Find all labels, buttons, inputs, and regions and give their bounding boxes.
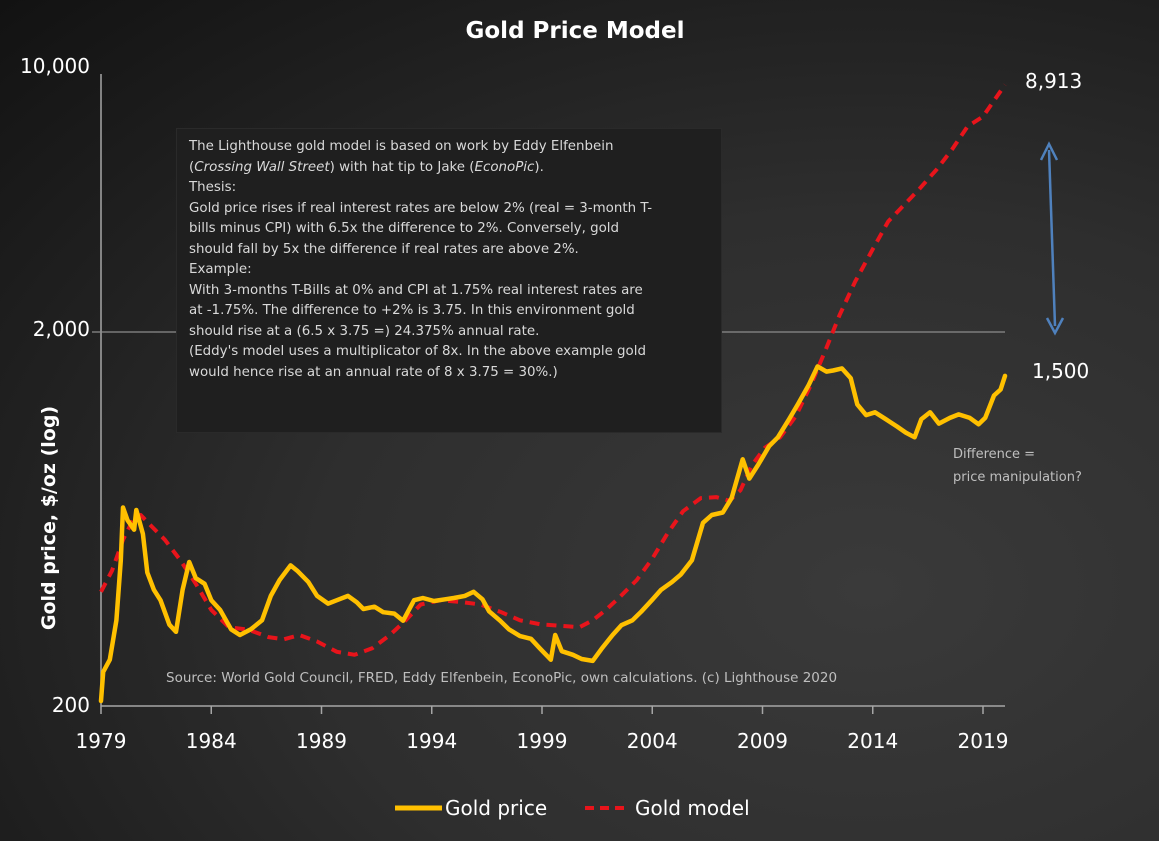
legend-label-gold-model: Gold model — [635, 796, 750, 820]
series-layer — [98, 83, 1008, 704]
arrow-head-up-icon — [1039, 141, 1059, 161]
legend-label-gold-price: Gold price — [445, 796, 547, 820]
info-source-crossing-wall-street: Crossing Wall Street — [194, 159, 330, 175]
x-tick-labels: 1979 1984 1989 1994 1999 2004 2009 2014 2019 — [76, 706, 1009, 753]
x-tick-label: 2009 — [737, 729, 788, 753]
x-tick-label: 2014 — [847, 729, 898, 753]
y-tick-label: 200 — [52, 693, 90, 717]
info-example-label: Example: — [189, 262, 252, 277]
arrow-head-down-icon — [1045, 317, 1065, 336]
model-end-label: 8,913 — [1025, 69, 1082, 93]
info-intro-line1: The Lighthouse gold model is based on wo… — [189, 139, 614, 154]
info-thesis-line2: bills minus CPI) with 6.5x the differenc… — [189, 221, 620, 236]
y-axis-label: Gold price, $/oz (log) — [38, 406, 60, 630]
legend: Gold price Gold model — [395, 796, 750, 820]
info-example-line2: at -1.75%. The difference to +2% is 3.75… — [189, 303, 635, 318]
info-example-line4: (Eddy's model uses a multiplicator of 8x… — [189, 344, 646, 359]
arrow-shaft — [1047, 149, 1057, 327]
difference-arrow — [1039, 141, 1065, 336]
difference-note-line2: price manipulation? — [953, 470, 1082, 485]
source-note: Source: World Gold Council, FRED, Eddy E… — [166, 670, 837, 686]
price-end-label: 1,500 — [1032, 359, 1089, 383]
y-tick-labels: 200 2,000 10,000 — [20, 54, 90, 717]
series-line-gold-model — [99, 83, 1007, 657]
info-thesis-label: Thesis: — [189, 180, 237, 195]
x-tick-label: 1989 — [296, 729, 347, 753]
info-thesis-line3: should fall by 5x the difference if real… — [189, 241, 579, 257]
info-example-line1: With 3-months T-Bills at 0% and CPI at 1… — [189, 282, 643, 298]
x-tick-label: 1994 — [406, 729, 457, 753]
difference-note-line1: Difference = — [953, 447, 1035, 462]
info-text: ( — [189, 159, 195, 175]
info-example-line3: should rise at a (6.5 x 3.75 =) 24.375% … — [189, 323, 540, 339]
info-intro-line2: (Crossing Wall Street) with hat tip to J… — [189, 158, 709, 179]
info-source-econopic: EconoPic — [474, 159, 535, 175]
x-tick-label: 2019 — [958, 729, 1009, 753]
y-tick-label: 10,000 — [20, 54, 90, 78]
series-line-gold-price — [98, 364, 1008, 704]
x-tick-label: 1979 — [76, 729, 127, 753]
info-text: ). — [534, 159, 544, 175]
x-tick-label: 2004 — [627, 729, 678, 753]
info-example-line5: would hence rise at an annual rate of 8 … — [189, 364, 558, 380]
chart-title: Gold Price Model — [466, 18, 685, 44]
info-thesis-line1: Gold price rises if real interest rates … — [189, 200, 653, 216]
x-tick-label: 1999 — [517, 729, 568, 753]
info-text: ) with hat tip to Jake ( — [329, 159, 475, 175]
y-tick-label: 2,000 — [33, 317, 90, 341]
model-description-box: The Lighthouse gold model is based on wo… — [176, 128, 722, 433]
x-tick-label: 1984 — [186, 729, 237, 753]
